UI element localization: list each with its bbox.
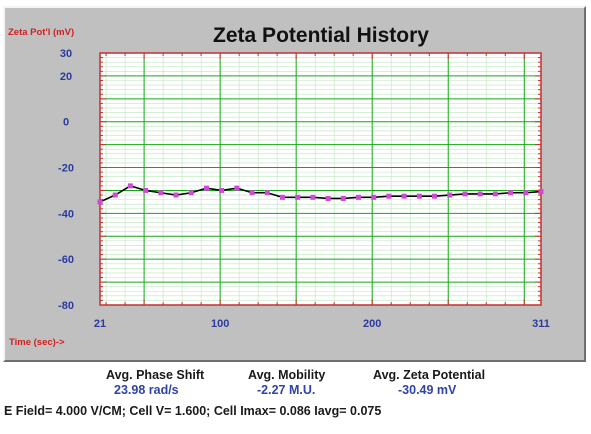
data-point — [249, 190, 255, 196]
avg-phase-shift-value: 23.98 rad/s — [114, 383, 179, 397]
data-point — [219, 187, 225, 193]
data-point — [112, 192, 118, 198]
x-axis-label: Time (sec)-> — [9, 337, 65, 348]
y-tick-label: 20 — [60, 71, 72, 83]
y-tick-label: 0 — [63, 117, 69, 129]
plot-frame — [99, 52, 542, 306]
y-tick-label: -60 — [58, 254, 74, 266]
data-point — [401, 193, 407, 199]
data-point — [356, 194, 362, 200]
data-point — [127, 183, 133, 189]
data-point — [492, 191, 498, 197]
data-point — [310, 194, 316, 200]
data-point — [295, 194, 301, 200]
data-point — [143, 187, 149, 193]
data-point — [386, 193, 392, 199]
data-point — [416, 193, 422, 199]
data-point — [264, 190, 270, 196]
y-tick-label: 30 — [60, 48, 72, 60]
data-point — [371, 194, 377, 200]
series-layer — [97, 183, 544, 205]
data-point — [508, 190, 514, 196]
avg-mobility-label: Avg. Mobility — [248, 368, 326, 382]
avg-zeta-potential-label: Avg. Zeta Potential — [373, 368, 486, 382]
y-axis-label: Zeta Pot'l (mV) — [8, 27, 74, 38]
data-point — [325, 195, 331, 201]
avg-mobility-value: -2.27 M.U. — [257, 383, 316, 397]
x-tick-label: 200 — [363, 318, 381, 330]
data-point — [97, 199, 103, 205]
data-point — [234, 185, 240, 191]
data-point — [158, 190, 164, 196]
data-point — [188, 190, 194, 196]
y-tick-label: -20 — [58, 163, 74, 175]
frame-layer — [99, 52, 542, 306]
avg-zeta-potential-value: -30.49 mV — [398, 383, 457, 397]
data-point — [279, 194, 285, 200]
x-tick-label: 21 — [94, 318, 106, 330]
y-tick-label: -80 — [58, 300, 74, 312]
data-point — [462, 191, 468, 197]
data-point — [173, 192, 179, 198]
data-point — [203, 185, 209, 191]
plot-area — [100, 53, 541, 305]
x-tick-label: 100 — [211, 318, 229, 330]
series-line — [99, 185, 542, 203]
data-point — [477, 191, 483, 197]
data-point — [538, 189, 544, 195]
grid-layer — [100, 53, 541, 305]
electrical-readout: E Field= 4.000 V/CM; Cell V= 1.600; Cell… — [4, 404, 382, 418]
avg-phase-shift-label: Avg. Phase Shift — [106, 368, 205, 382]
data-point — [523, 190, 529, 196]
data-point — [432, 193, 438, 199]
data-point — [447, 192, 453, 198]
y-tick-label: -40 — [58, 208, 74, 220]
chart-title: Zeta Potential History — [213, 24, 429, 47]
x-tick-label: 311 — [532, 318, 550, 330]
data-point — [340, 195, 346, 201]
